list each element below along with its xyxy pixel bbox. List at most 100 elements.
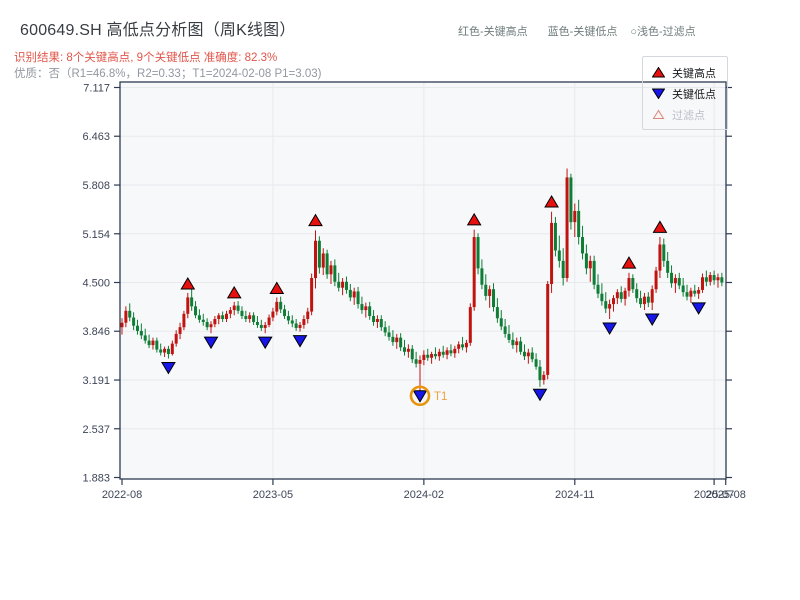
- candle-down: [379, 319, 383, 328]
- candle-down: [205, 321, 209, 328]
- candle-down: [190, 297, 194, 307]
- candle-up: [341, 281, 345, 288]
- candle-down: [557, 250, 561, 261]
- candle-down: [139, 330, 143, 336]
- candle-up: [124, 310, 128, 323]
- candle-up: [457, 344, 461, 349]
- candle-down: [143, 335, 147, 341]
- candle-up: [642, 296, 646, 305]
- candle-up: [364, 306, 368, 311]
- candle-down: [201, 319, 205, 322]
- candle-up: [182, 313, 186, 328]
- candle-down: [561, 260, 565, 279]
- key-low-marker: [412, 390, 428, 403]
- candle-up: [650, 289, 654, 303]
- candle-up: [352, 291, 356, 298]
- y-axis-label: 2.537: [82, 424, 110, 436]
- key-low-marker: [203, 336, 219, 350]
- legend-item-key-low: 关键低点: [652, 83, 727, 104]
- candle-down: [534, 359, 538, 367]
- candle-down: [507, 333, 511, 340]
- y-axis-label: 4.500: [82, 278, 110, 290]
- candle-up: [120, 322, 124, 328]
- candle-down: [433, 354, 437, 357]
- key-low-marker: [602, 322, 617, 335]
- candle-down: [511, 339, 515, 346]
- key-high-marker: [466, 212, 482, 226]
- candle-down: [604, 301, 608, 309]
- candle-down: [530, 352, 534, 360]
- candle-down: [135, 325, 139, 331]
- candle-up: [186, 297, 190, 314]
- candle-down: [596, 284, 600, 294]
- y-axis-label: 7.117: [83, 83, 110, 95]
- candle-up: [151, 340, 155, 346]
- candle-up: [689, 290, 693, 297]
- candle-down: [712, 275, 716, 281]
- candle-down: [492, 289, 496, 308]
- candle-down: [538, 366, 542, 381]
- candle-up: [654, 270, 658, 290]
- candle-up: [708, 275, 712, 282]
- candle-up: [406, 348, 410, 352]
- candle-down: [391, 336, 395, 343]
- candle-down: [666, 260, 670, 273]
- candle-down: [337, 281, 341, 288]
- candle-down: [553, 222, 557, 251]
- candle-down: [662, 244, 666, 261]
- candle-down: [283, 309, 287, 317]
- x-axis-label: 2024-11: [555, 489, 595, 501]
- y-axis-label: 6.463: [82, 131, 110, 143]
- candle-up: [437, 351, 441, 357]
- candle-up: [588, 260, 592, 269]
- key-low-marker: [532, 388, 548, 402]
- legend-label-key-low: 关键低点: [672, 88, 716, 101]
- key-high-marker: [269, 281, 285, 294]
- candle-down: [577, 210, 581, 238]
- candle-down: [476, 237, 480, 269]
- key-low-marker: [691, 302, 707, 315]
- candle-up: [418, 359, 422, 364]
- candle-up: [623, 290, 627, 299]
- candle-down: [252, 315, 256, 322]
- candle-down: [360, 304, 364, 311]
- color-key-low: 蓝色-关键低点: [547, 26, 618, 38]
- key-high-marker: [308, 213, 323, 227]
- x-axis-label: 2025-08: [706, 489, 746, 501]
- candle-up: [302, 319, 306, 325]
- legend-item-key-high: 关键高点: [652, 62, 727, 83]
- candle-down: [128, 310, 132, 318]
- candle-down: [132, 317, 136, 326]
- candle-up: [472, 237, 476, 308]
- candle-up: [174, 333, 178, 344]
- candle-up: [565, 177, 569, 279]
- candle-up: [298, 324, 302, 328]
- candle-down: [333, 265, 337, 282]
- candle-down: [166, 348, 170, 355]
- candle-down: [387, 332, 391, 337]
- candle-down: [410, 348, 414, 360]
- candle-up: [697, 289, 701, 294]
- candle-down: [159, 349, 163, 353]
- candle-up: [550, 222, 554, 284]
- candle-up: [213, 319, 217, 325]
- candle-up: [170, 343, 174, 355]
- red-up-triangle-icon: [652, 67, 665, 78]
- candle-down: [519, 341, 523, 352]
- candle-down: [670, 272, 674, 284]
- candle-down: [399, 337, 403, 348]
- candle-down: [325, 253, 329, 275]
- candle-up: [468, 307, 472, 343]
- candle-down: [372, 316, 376, 322]
- color-key-high: 红色-关键高点: [458, 26, 528, 38]
- candle-down: [255, 321, 259, 325]
- candle-down: [685, 292, 689, 297]
- candle-down: [197, 315, 201, 320]
- candle-down: [581, 237, 585, 254]
- chart-legend: 关键高点 关键低点 过滤点: [642, 56, 728, 130]
- candle-down: [356, 291, 360, 305]
- candle-down: [155, 340, 159, 350]
- recognition-result-text: 识别结果: 8个关键高点, 9个关键低点 准确度: 82.3%: [14, 52, 278, 64]
- candle-down: [259, 324, 263, 328]
